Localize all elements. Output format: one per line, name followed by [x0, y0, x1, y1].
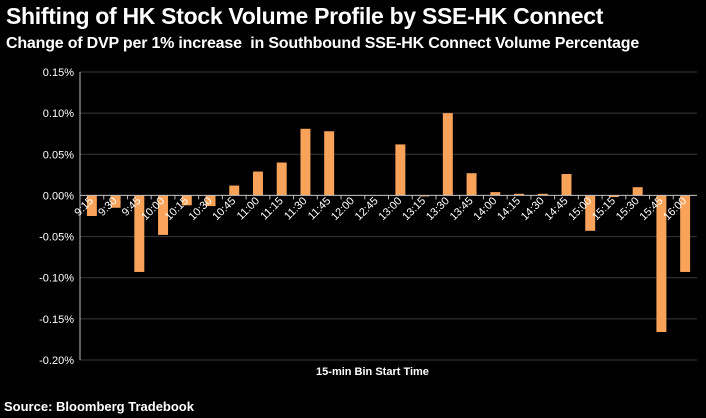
bar-1345: [466, 173, 477, 196]
bar-1115: [276, 162, 287, 196]
bar-1330: [442, 113, 453, 196]
x-tick-label: 12:00: [329, 195, 357, 223]
x-tick-label: 14:15: [495, 195, 523, 223]
bar-1030: [205, 195, 216, 207]
y-tick-label: 0.00%: [43, 190, 74, 202]
y-tick-label: 0.10%: [43, 108, 74, 120]
bar-945: [134, 195, 145, 272]
y-tick-label: -0.15%: [39, 314, 74, 326]
bar-1400: [490, 192, 501, 196]
y-axis-ticks: 0.15% 0.10% 0.05% 0.00% -0.05% -0.10% -0.15% -0…: [39, 67, 74, 367]
y-tick-label: 0.15%: [43, 67, 74, 79]
bar-1415: [514, 193, 525, 196]
x-tick-label: 11:45: [306, 195, 333, 222]
source-note: Source: Bloomberg Tradebook: [4, 399, 194, 414]
axes: [79, 72, 697, 360]
x-tick-label: 14:30: [519, 195, 547, 223]
x-tick-label: 13:00: [377, 195, 405, 223]
chart-title: Shifting of HK Stock Volume Profile by S…: [6, 3, 604, 29]
bar-1045: [229, 185, 240, 196]
bar-1500: [585, 195, 596, 231]
bar-1000: [158, 195, 169, 235]
x-tick-label: 14:45: [543, 195, 571, 223]
bar-1015: [181, 195, 192, 206]
chart-subtitle: Change of DVP per 1% increase in Southbo…: [6, 35, 640, 52]
x-tick-label: 14:00: [471, 195, 499, 223]
bar-1300: [395, 144, 406, 196]
bar-1100: [252, 171, 263, 196]
x-tick-label: 12:45: [353, 195, 381, 223]
x-axis-label: 15-min Bin Start Time: [316, 366, 429, 378]
bar-930: [110, 195, 121, 208]
x-tick-label: 13:45: [448, 195, 476, 223]
x-tick-label: 13:15: [400, 195, 428, 223]
y-tick-label: -0.10%: [39, 273, 74, 285]
bar-1430: [537, 193, 548, 196]
bar-1600: [680, 195, 691, 272]
y-tick-label: -0.05%: [39, 232, 74, 244]
x-tick-label: 11:00: [235, 195, 262, 222]
bar-1445: [561, 174, 572, 196]
bar-915: [86, 195, 97, 216]
x-tick-label: 13:30: [424, 195, 452, 223]
x-tick-label: 15:30: [614, 195, 642, 223]
y-tick-label: 0.05%: [43, 149, 74, 161]
x-tick-label: 11:30: [282, 195, 309, 222]
bar-1545: [656, 195, 667, 333]
bar-1530: [632, 187, 643, 196]
x-tick-label: 11:15: [258, 195, 285, 222]
bars: [86, 113, 691, 333]
y-tick-label: -0.20%: [39, 355, 74, 367]
bar-1145: [324, 131, 335, 196]
bar-1515: [608, 195, 619, 198]
bar-1130: [300, 128, 311, 196]
